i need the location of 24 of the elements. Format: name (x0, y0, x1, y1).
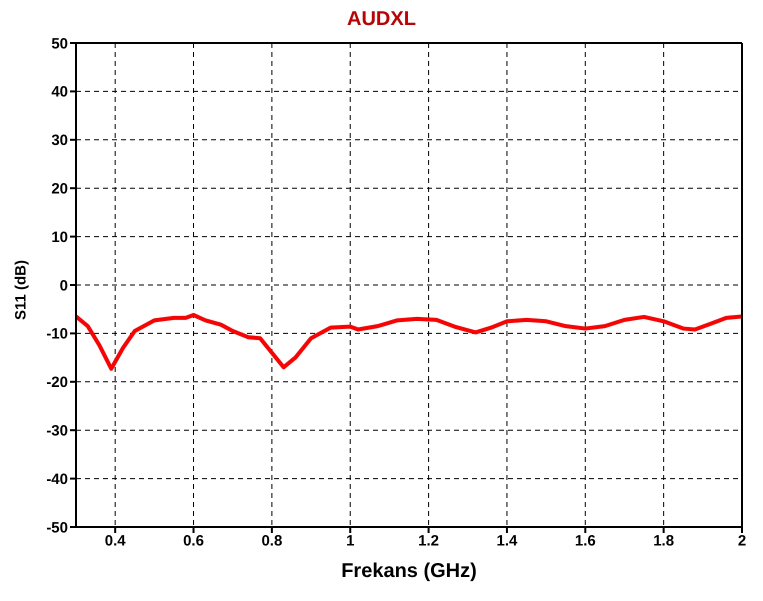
y-tick-label: -40 (46, 470, 68, 488)
y-tick-label: 10 (51, 228, 68, 246)
x-tick-label: 1.8 (653, 532, 674, 550)
y-tick-label: 0 (60, 277, 68, 294)
x-tick-label: 0.8 (261, 532, 282, 550)
y-tick-label: -20 (46, 374, 68, 392)
y-tick-label: 50 (51, 35, 68, 52)
x-tick-label: 2 (738, 532, 746, 550)
x-axis-title: Frekans (GHz) (341, 560, 477, 582)
x-tick-label: 1.2 (418, 532, 440, 550)
y-tick-label: -50 (46, 519, 68, 536)
y-tick-label: -10 (46, 326, 68, 343)
x-tick-label: 1.6 (574, 532, 596, 550)
x-tick-label: 0.6 (183, 532, 204, 550)
line-series (76, 313, 742, 371)
y-tick-label: 20 (51, 180, 68, 198)
x-tick-label: 0.4 (104, 532, 126, 550)
y-axis-title: S11 (dB) (12, 260, 30, 320)
y-tick-label: -30 (46, 422, 68, 440)
chart-title: AUDXL (346, 8, 417, 32)
x-tick-label: 1.4 (496, 532, 518, 550)
y-tick-label: 30 (51, 132, 68, 150)
x-tick-label: 1 (346, 532, 354, 550)
y-tick-label: 40 (51, 84, 68, 101)
